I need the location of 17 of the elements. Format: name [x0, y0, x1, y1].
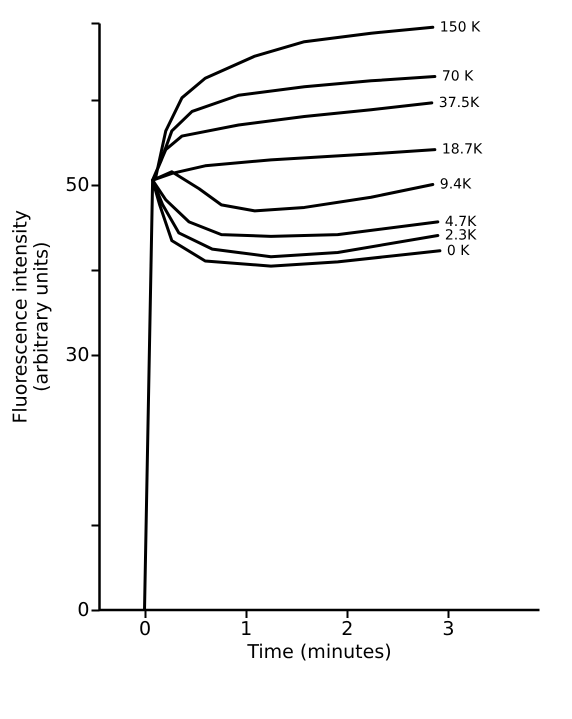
y-tick-label: 50 — [65, 174, 90, 196]
series-label: 2.3K — [444, 228, 478, 244]
x-tick-label: 2 — [341, 618, 354, 640]
x-tick-label: 0 — [138, 618, 152, 640]
y-tick-label: 30 — [65, 344, 90, 366]
series-label: 4.7K — [444, 214, 478, 230]
series-label: 0 K — [446, 242, 470, 259]
x-tick-label: 1 — [240, 618, 252, 640]
y-tick-label: 0 — [77, 599, 90, 621]
series-label: 37.5K — [438, 94, 480, 111]
x-axis-title: Time (minutes) — [246, 641, 392, 663]
series-label: 9.4K — [440, 176, 472, 192]
x-tick-label: 3 — [442, 618, 455, 640]
y-axis-title: Fluorescence intensity (arbitrary units) — [9, 210, 52, 424]
series-label: 70 K — [442, 68, 474, 85]
series-label: 150 K — [440, 19, 481, 36]
series-label: 18.7K — [442, 142, 483, 158]
